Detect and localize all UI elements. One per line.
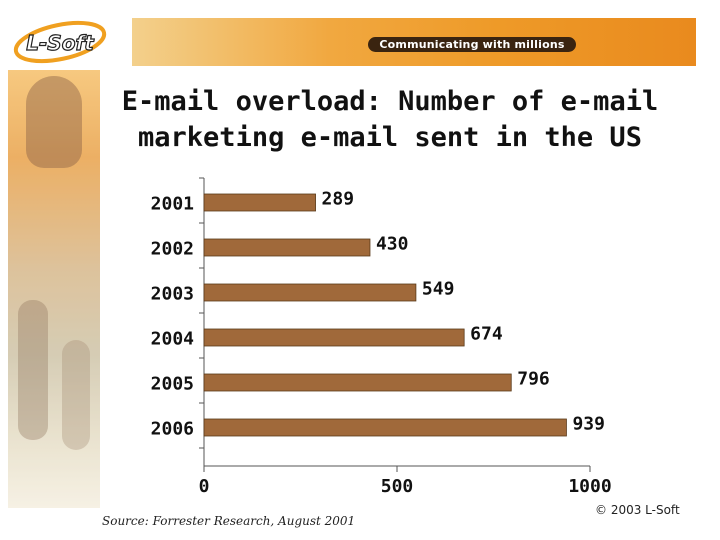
data-label-2006: 939 — [572, 414, 605, 435]
bar-2001 — [203, 193, 316, 212]
slide-title: E-mail overload: Number of e-mail market… — [90, 84, 690, 156]
category-label-2004: 2004 — [151, 329, 195, 350]
data-label-2003: 549 — [422, 279, 455, 300]
logo-text: L-Soft — [26, 31, 95, 55]
slide-title-line-2: marketing e-mail sent in the US — [138, 122, 642, 153]
source-note: Source: Forrester Research, August 2001 — [102, 514, 356, 528]
lsoft-logo: L-Soft — [13, 20, 107, 64]
category-label-2003: 2003 — [151, 284, 194, 305]
decorative-photo-strip — [8, 70, 100, 508]
x-tick-label-500: 500 — [381, 476, 414, 497]
banner-pill — [368, 37, 576, 52]
data-label-2004: 674 — [470, 324, 503, 345]
bar-2002 — [203, 238, 371, 257]
x-tick-label-0: 0 — [199, 476, 210, 497]
photo-person-silhouette — [18, 300, 48, 440]
banner-tagline: Communicating with millions — [379, 38, 565, 51]
photo-person-silhouette — [26, 76, 82, 168]
data-label-2005: 796 — [517, 369, 550, 390]
slide-title-line-1: E-mail overload: Number of e-mail — [121, 86, 659, 117]
data-label-2002: 430 — [376, 234, 409, 255]
bar-2003 — [203, 283, 417, 302]
header-banner: Communicating with millions — [132, 18, 696, 66]
bar-chart: 2001 289 2002 430 2003 549 2004 674 2005 796 2006 9… — [151, 177, 612, 497]
photo-person-silhouette — [62, 340, 90, 450]
bar-2005 — [203, 373, 512, 392]
bar-2006 — [203, 418, 567, 437]
category-label-2006: 2006 — [151, 419, 194, 440]
x-tick-label-1000: 1000 — [568, 476, 611, 497]
category-label-2005: 2005 — [151, 374, 194, 395]
category-label-2002: 2002 — [151, 239, 194, 260]
copyright-note: © 2003 L-Soft — [595, 503, 680, 517]
bar-2004 — [203, 328, 465, 347]
category-label-2001: 2001 — [151, 194, 194, 215]
data-label-2001: 289 — [322, 189, 355, 210]
